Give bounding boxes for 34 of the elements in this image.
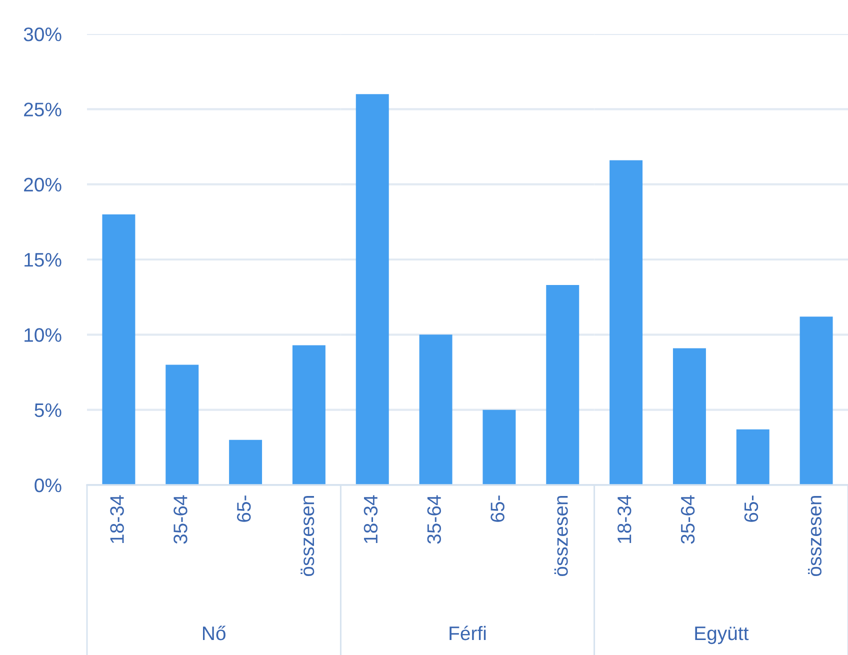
x-tick-label: 65- [490, 496, 504, 522]
bar [292, 345, 326, 485]
x-tick-label: összesen [554, 496, 568, 576]
bar [736, 429, 770, 485]
y-tick-label: 20% [24, 178, 62, 192]
bar [102, 214, 136, 485]
bar [610, 160, 643, 485]
bar [229, 440, 262, 485]
y-tick-label: 5% [34, 403, 62, 418]
bar [482, 410, 516, 485]
y-tick-label: 0% [34, 478, 62, 492]
x-tick-label: 18-34 [110, 495, 124, 543]
x-tick-label: 35-64 [680, 495, 695, 544]
x-tick-label: 18-34 [617, 495, 632, 543]
bar [166, 364, 199, 485]
y-tick-label: 25% [24, 102, 62, 116]
y-tick-label: 10% [24, 328, 62, 342]
x-tick-label: 65- [744, 496, 758, 522]
x-tick-label: összesen [808, 496, 822, 576]
x-axis-title: Férfi [450, 626, 486, 640]
x-tick-label: összesen [300, 496, 314, 576]
y-tick-label: 15% [24, 253, 62, 267]
bar [800, 316, 833, 485]
x-axis-title: Együtt [695, 626, 749, 644]
x-tick-label: 65- [236, 496, 251, 522]
x-axis-title: Nő [203, 626, 226, 640]
bar [419, 334, 452, 485]
x-tick-label: 18-34 [364, 495, 378, 543]
y-tick-label: 30% [24, 27, 62, 42]
x-tick-label: 35-64 [174, 495, 188, 544]
bar [546, 285, 580, 485]
x-tick-label: 35-64 [427, 495, 442, 544]
bar [356, 94, 389, 485]
bar [672, 348, 706, 485]
